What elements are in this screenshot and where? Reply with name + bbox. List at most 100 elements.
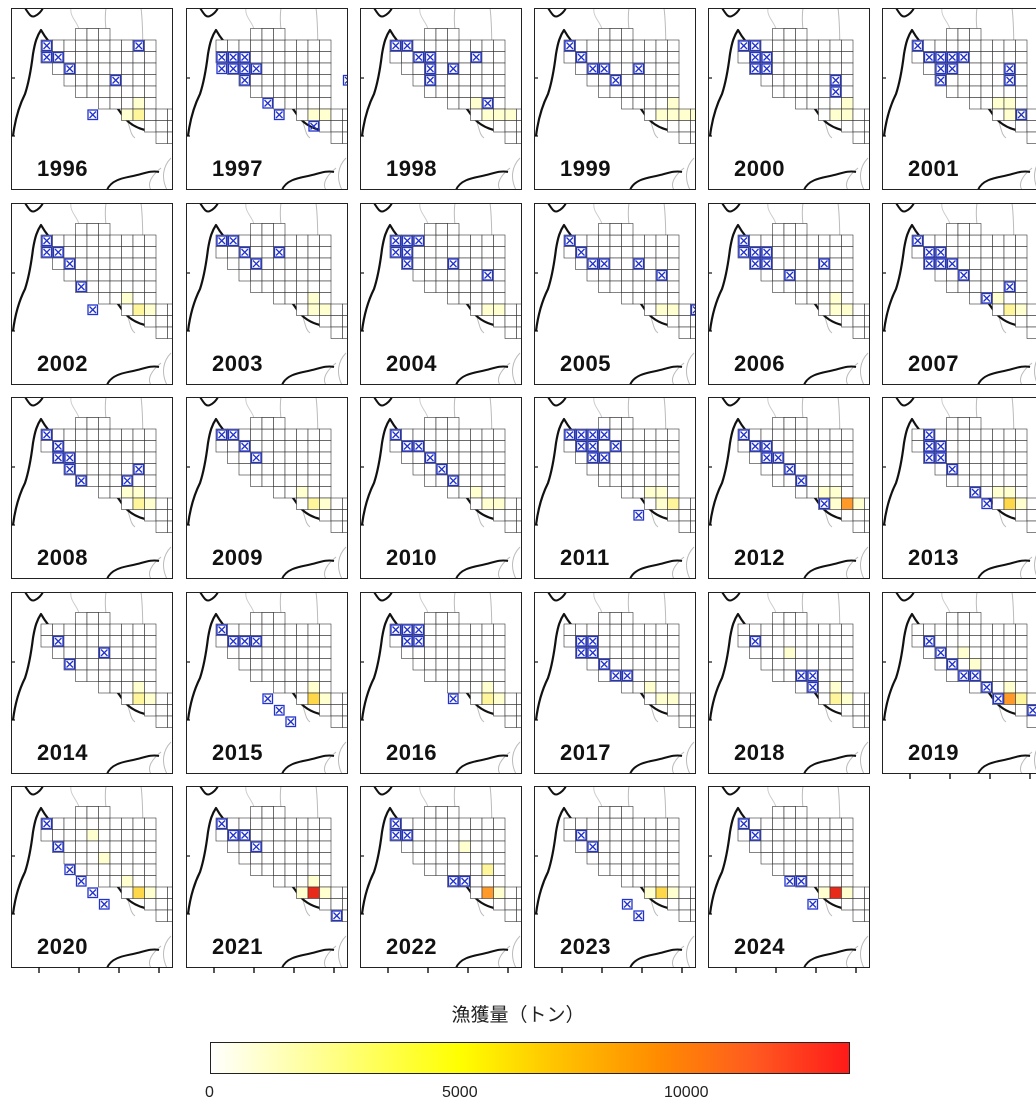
zero-catch-marker <box>749 635 761 647</box>
grid-cell <box>957 658 970 671</box>
grid-cell <box>144 840 157 853</box>
zero-catch-marker <box>738 246 750 258</box>
map-canvas <box>708 8 870 190</box>
zero-catch-marker <box>64 258 76 270</box>
grid-cell <box>632 451 645 464</box>
coastline <box>373 397 393 407</box>
grid-cell <box>296 646 309 659</box>
grid-cell <box>969 269 982 282</box>
zero-catch-marker <box>738 40 750 52</box>
grid-cell <box>980 62 993 75</box>
grid-cell <box>992 635 1005 648</box>
grid-cell <box>238 658 251 671</box>
grid-cell <box>86 417 99 430</box>
grid-cell <box>330 886 343 899</box>
grid-cell <box>992 486 1005 499</box>
grid-cell <box>504 692 517 705</box>
grid-cell <box>319 692 332 705</box>
grid-cell <box>121 440 134 453</box>
grid-cell <box>435 646 448 659</box>
grid-cell <box>1015 692 1028 705</box>
grid-cell <box>109 681 122 694</box>
grid-cell <box>447 28 460 41</box>
map-panel-2022: 2022 <box>360 786 522 968</box>
grid-cell <box>632 85 645 98</box>
grid-cell <box>1026 497 1036 510</box>
grid-cell <box>261 51 274 64</box>
grid-cell <box>319 108 332 121</box>
grid-cell <box>655 886 668 899</box>
coastline <box>721 8 741 18</box>
grid-cell <box>435 246 448 259</box>
grid-cell <box>470 635 483 648</box>
grid-cell <box>307 817 320 830</box>
grid-cell <box>238 646 251 659</box>
grid-cell <box>749 817 762 830</box>
grid-cell <box>458 829 471 842</box>
zero-catch-marker <box>969 670 981 682</box>
grid-cell <box>132 62 145 75</box>
grid-cell <box>330 303 343 316</box>
grid-cell <box>772 806 785 819</box>
zero-catch-marker <box>447 475 459 487</box>
grid-cell <box>155 509 168 522</box>
grid-cell <box>238 840 251 853</box>
legend-tick-5000: 5000 <box>442 1084 478 1101</box>
grid-cell <box>772 417 785 430</box>
grid-cell <box>829 635 842 648</box>
grid-cell <box>273 97 286 110</box>
grid-cell <box>795 646 808 659</box>
grid-cell <box>575 39 588 52</box>
grid-cell <box>1026 303 1036 316</box>
grid-cells <box>40 612 173 728</box>
grid-cell <box>75 463 88 476</box>
grid-cell <box>481 85 494 98</box>
grid-cell <box>772 474 785 487</box>
map-canvas <box>882 203 1036 385</box>
grid-cell <box>1026 326 1036 339</box>
grid-cell <box>1026 120 1036 133</box>
grid-cell <box>319 463 332 476</box>
grid-cell <box>435 39 448 52</box>
zero-catch-marker <box>41 235 53 247</box>
grid-cell <box>946 451 959 464</box>
grid-cell <box>319 51 332 64</box>
grid-cell <box>841 303 854 316</box>
grid-cell <box>655 646 668 659</box>
grid-cell <box>109 440 122 453</box>
grid-cell <box>121 681 134 694</box>
grid-cell <box>806 292 819 305</box>
grid-cell <box>435 74 448 87</box>
grid-cell <box>806 863 819 876</box>
grid-cell <box>435 428 448 441</box>
panel-year-label: 2006 <box>734 351 785 376</box>
zero-catch-marker <box>227 235 239 247</box>
grid-cell <box>75 257 88 270</box>
grid-cell <box>1003 451 1016 464</box>
grid-cell <box>632 486 645 499</box>
zero-catch-marker <box>413 51 425 63</box>
grid-cell <box>424 223 437 236</box>
grid-cell <box>273 681 286 694</box>
grid-cell <box>342 497 348 510</box>
grid-cell <box>655 875 668 888</box>
grid-cell <box>841 234 854 247</box>
grid-cell <box>934 269 947 282</box>
grid-cell <box>458 440 471 453</box>
grid-cell <box>621 28 634 41</box>
grid-cell <box>841 669 854 682</box>
grid-cell <box>969 51 982 64</box>
coastline <box>455 754 509 774</box>
grid-cell <box>307 303 320 316</box>
grid-cell <box>621 817 634 830</box>
grid-cell <box>841 440 854 453</box>
grid-cell <box>598 646 611 659</box>
grid-cell <box>795 280 808 293</box>
grid-cell <box>1015 234 1028 247</box>
zero-catch-marker <box>1004 281 1016 293</box>
grid-cell <box>1003 486 1016 499</box>
grid-cell <box>644 303 657 316</box>
grid-cell <box>493 635 506 648</box>
inland-contour <box>497 741 521 774</box>
grid-cell <box>273 269 286 282</box>
